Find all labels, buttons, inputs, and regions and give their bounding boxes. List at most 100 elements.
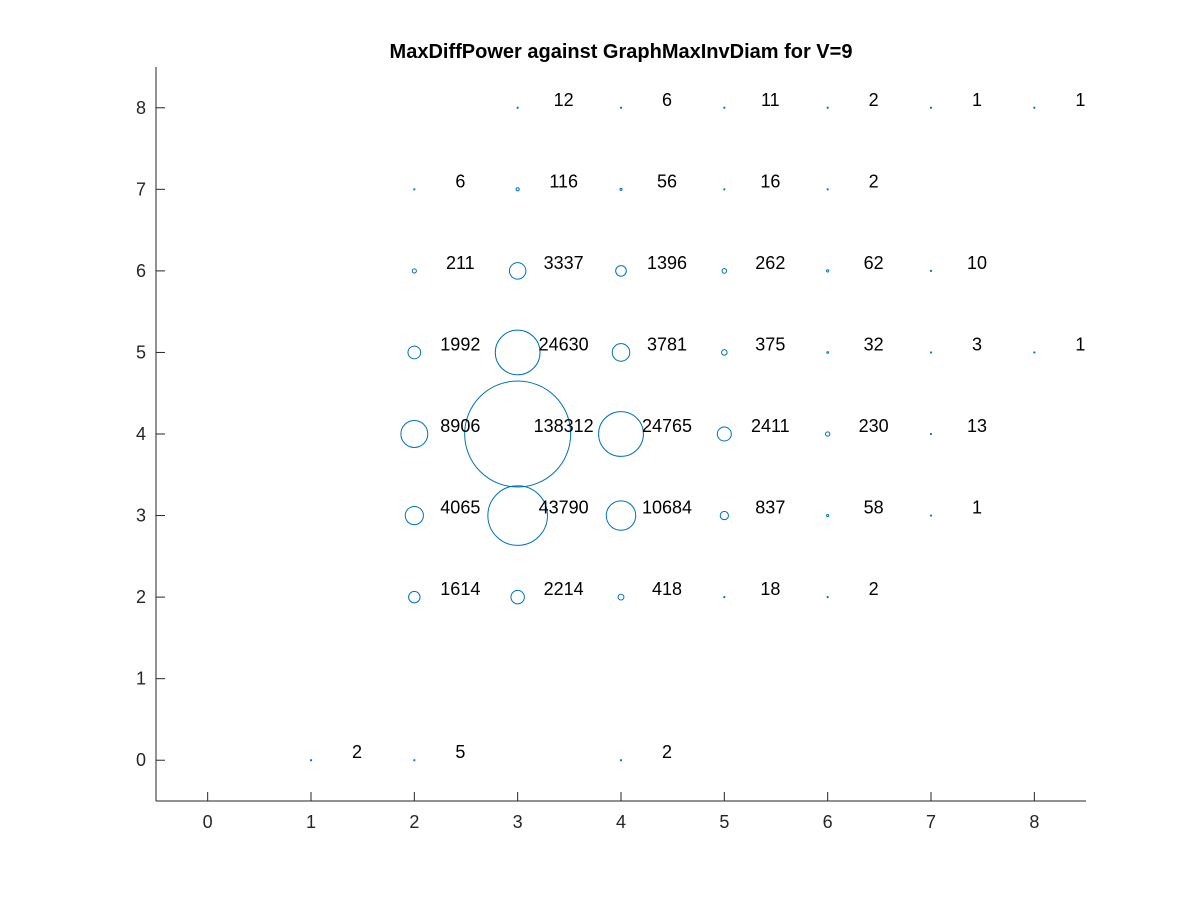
bubble-point	[414, 189, 415, 190]
bubble-point	[827, 107, 828, 108]
count-label: 13	[967, 416, 987, 436]
count-label: 211	[446, 253, 475, 273]
bubble-point	[1034, 352, 1035, 353]
bubble-point	[620, 760, 621, 761]
bubble-point	[620, 188, 622, 190]
bubble-point	[599, 412, 644, 457]
count-label: 2411	[751, 416, 790, 436]
count-label: 418	[652, 579, 682, 599]
count-label: 10684	[642, 498, 692, 518]
x-tick-label: 7	[926, 812, 936, 832]
count-label: 4065	[440, 498, 480, 518]
count-label: 2	[662, 742, 672, 762]
count-label: 12	[554, 90, 574, 110]
count-label: 16	[760, 171, 780, 191]
chart-title: MaxDiffPower against GraphMaxInvDiam for…	[390, 41, 853, 63]
count-label: 1396	[647, 253, 687, 273]
bubble-point	[618, 594, 624, 600]
bubble-point	[310, 760, 311, 761]
y-tick-label: 7	[136, 179, 146, 199]
bubble-point	[722, 350, 728, 356]
count-label: 2	[869, 171, 879, 191]
count-label: 1	[1075, 334, 1085, 354]
bubble-point	[930, 107, 931, 108]
x-tick-label: 8	[1029, 812, 1039, 832]
count-label: 11	[761, 90, 780, 110]
count-label: 1	[972, 90, 982, 110]
count-label: 58	[864, 498, 884, 518]
count-label: 24765	[642, 416, 692, 436]
bubble-point	[930, 270, 931, 271]
count-label: 62	[864, 253, 884, 273]
count-label: 2	[352, 742, 362, 762]
bubble-point	[412, 269, 416, 273]
count-label: 6	[455, 171, 465, 191]
y-tick-label: 0	[136, 750, 146, 770]
count-label: 138312	[534, 416, 594, 436]
bubble-point	[516, 188, 519, 191]
bubble-point	[511, 590, 524, 603]
bubble-point	[509, 263, 525, 279]
y-tick-label: 2	[136, 587, 146, 607]
bubble-point	[405, 506, 423, 524]
bubble-point	[717, 427, 731, 441]
count-label: 8906	[440, 416, 480, 436]
count-label: 1992	[440, 334, 480, 354]
bubble-point	[720, 511, 728, 519]
count-label: 262	[755, 253, 785, 273]
x-tick-label: 5	[719, 812, 729, 832]
y-axis-ticks: 0 1 2 3 4 5 6 7 8	[136, 98, 165, 770]
bubble-point	[827, 352, 829, 354]
bubble-point	[827, 189, 828, 190]
bubble-point	[930, 352, 931, 353]
bubble-point	[612, 344, 630, 362]
count-label: 375	[755, 334, 785, 354]
bubble-point	[724, 597, 725, 598]
bubble-point	[724, 107, 725, 108]
count-label: 3781	[647, 334, 687, 354]
x-tick-label: 2	[409, 812, 419, 832]
count-label: 6	[662, 90, 672, 110]
x-tick-label: 1	[306, 812, 316, 832]
count-label: 18	[760, 579, 780, 599]
bubble-point	[620, 107, 621, 108]
count-label: 24630	[539, 334, 589, 354]
bubble-point	[517, 107, 518, 108]
bubble-point	[606, 501, 635, 530]
bubble-point	[722, 269, 727, 274]
x-tick-label: 6	[823, 812, 833, 832]
bubble-point	[827, 270, 829, 272]
count-label: 56	[657, 171, 677, 191]
x-tick-label: 0	[203, 812, 213, 832]
count-label: 230	[859, 416, 889, 436]
x-tick-label: 3	[513, 812, 523, 832]
bubble-point	[409, 591, 420, 602]
bubble-point	[408, 346, 421, 359]
y-tick-label: 8	[136, 98, 146, 118]
bubble-point	[414, 760, 415, 761]
y-tick-label: 4	[136, 424, 146, 444]
x-tick-label: 4	[616, 812, 626, 832]
count-label: 3	[972, 334, 982, 354]
count-label: 837	[755, 498, 785, 518]
bubble-point	[495, 330, 540, 375]
y-tick-label: 6	[136, 261, 146, 281]
bubble-point	[930, 433, 931, 434]
count-label: 1614	[440, 579, 480, 599]
count-label: 1	[1075, 90, 1085, 110]
x-axis-ticks: 0 1 2 3 4 5 6 7 8	[203, 792, 1040, 832]
count-label: 2	[869, 579, 879, 599]
count-label: 5	[455, 742, 465, 762]
count-label: 32	[864, 334, 884, 354]
bubble-point	[724, 189, 725, 190]
y-tick-label: 5	[136, 342, 146, 362]
count-label: 10	[967, 253, 987, 273]
bubble-point	[1034, 107, 1035, 108]
y-tick-label: 3	[136, 506, 146, 526]
y-tick-label: 1	[136, 669, 146, 689]
count-label: 1	[972, 498, 982, 518]
bubble-point	[827, 597, 828, 598]
count-label: 2	[869, 90, 879, 110]
count-label: 43790	[539, 498, 589, 518]
